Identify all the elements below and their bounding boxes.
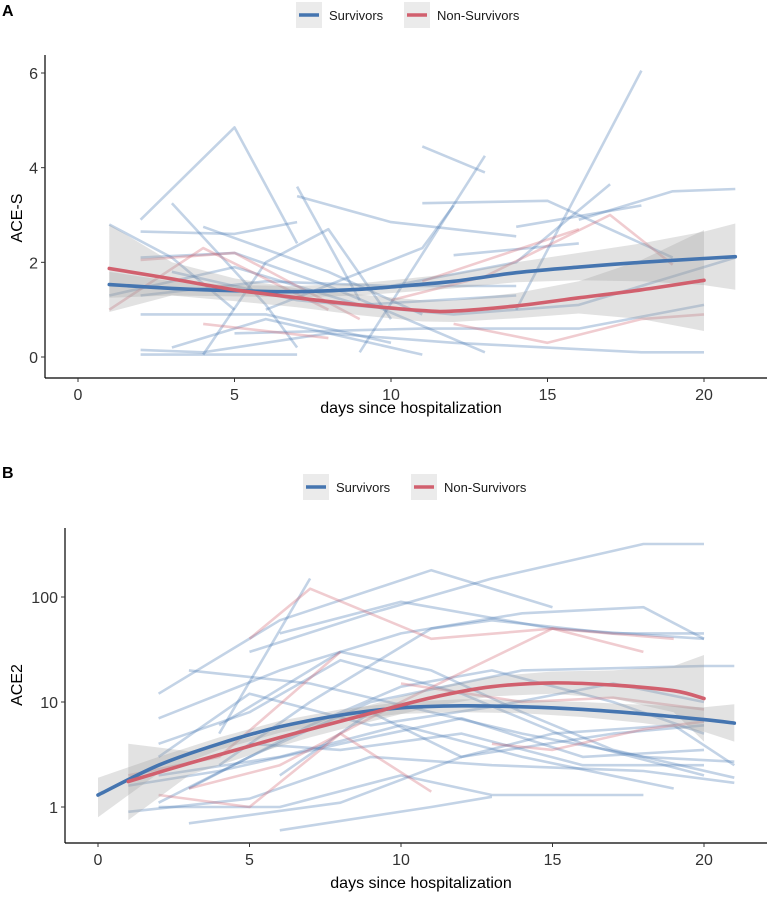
patient-line-survivor [158,605,705,720]
legend-label: Non-Survivors [437,8,520,23]
patient-line-survivor [158,723,674,790]
x-axis-title: days since hospitalization [330,875,511,892]
patient-line-survivor [108,223,236,311]
patient-line-non-survivor [453,313,705,345]
y-tick-label: 0 [29,350,38,367]
legend-label: Survivors [336,480,391,495]
patient-line-non-survivor [421,227,580,283]
x-tick-label: 5 [230,387,239,404]
chart-panel-b: B Survivors Non-Survivors 0 5 10 15 20 1 10 100 day… [2,465,767,892]
patient-line-survivor [202,227,393,356]
x-tick-label: 20 [695,387,713,404]
patient-line-survivor [421,145,486,174]
patient-line-non-survivor [390,213,674,302]
y-tick-label: 2 [29,255,38,272]
patient-line-survivor [202,225,423,316]
patient-line-survivor [422,199,674,259]
patient-line-survivor [515,204,642,229]
patient-line-non-survivor [188,627,644,790]
patient-line-survivor [140,251,486,354]
patient-line-non-survivor [128,650,342,777]
patient-line-survivor [358,155,486,353]
legend: Survivors Non-Survivors [296,2,520,28]
x-tick-label: 10 [382,387,400,404]
patient-line-survivor [171,317,423,356]
patient-line-non-survivor [108,246,329,311]
legend-label: Non-Survivors [444,480,527,495]
patient-line-non-survivor [140,251,361,321]
patient-line-survivor [140,331,704,354]
plot-area [96,542,737,832]
patient-line-survivor [279,795,493,832]
patient-line-survivor [157,568,553,695]
patient-line-survivor [218,577,312,735]
legend-label: Survivors [329,8,384,23]
patient-line-survivor [128,716,705,787]
y-tick-label: 4 [29,161,38,178]
patient-line-non-survivor [158,732,433,809]
plot-area [107,69,738,356]
confidence-band-survivors [109,223,736,298]
y-axis-title: ACE2 [9,664,26,706]
patient-line-survivor [234,303,705,335]
y-tick-label: 6 [29,66,38,83]
legend: Survivors Non-Survivors [303,474,527,500]
y-axis-title: ACE-S [9,194,26,243]
y-tick-label: 1 [49,800,58,817]
patient-line-survivor [109,265,517,307]
patient-line-survivor [170,202,299,349]
patient-line-survivor [453,242,579,257]
x-tick-label: 15 [544,852,562,869]
x-tick-label: 15 [539,387,557,404]
patient-line-non-survivor [203,322,329,340]
patient-line-survivor [295,185,361,301]
legend-item-survivors: Survivors [303,474,391,500]
patient-line-survivor [158,774,644,809]
x-tick-label: 20 [695,852,713,869]
legend-item-non-survivors: Non-Survivors [404,2,520,28]
patient-line-survivor [158,658,705,777]
x-tick-label: 5 [245,852,254,869]
patient-line-survivor [296,194,517,238]
patient-line-survivor [578,187,736,221]
panel-label: B [2,465,14,482]
patient-line-survivor [279,600,705,641]
patient-line-survivor [249,732,704,767]
patient-line-survivor [140,220,298,236]
legend-item-survivors: Survivors [296,2,384,28]
patient-line-survivor [390,183,611,288]
x-tick-label: 10 [392,852,410,869]
patient-line-survivor [218,618,704,767]
smooth-line-non-survivors [126,681,706,784]
patient-line-non-survivor [248,587,674,641]
panel-label: A [2,3,14,20]
patient-line-survivor [140,313,392,345]
y-tick-label: 100 [31,590,58,607]
x-tick-label: 0 [74,387,83,404]
patient-line-survivor [188,724,705,825]
patient-line-survivor [188,669,735,763]
x-tick-label: 0 [94,852,103,869]
y-tick-label: 10 [40,695,58,712]
smooth-line-survivors [96,703,737,797]
confidence-band-non-survivors [109,224,705,331]
confidence-band-non-survivors [128,655,705,821]
patient-line-survivor [265,204,455,311]
patient-line-survivor [249,542,704,654]
patient-line-non-survivor [491,720,705,752]
confidence-band-survivors [98,699,735,818]
patient-line-survivor [139,126,299,245]
patient-line-survivor [158,664,735,804]
chart-panel-a: A Survivors Non-Survivors 0 5 10 15 20 0 2 4 6 days … [2,2,767,417]
patient-line-survivor [279,710,736,777]
patient-line-survivor [128,755,735,814]
x-axis-title: days since hospitalization [320,400,501,417]
patient-line-survivor [218,650,735,779]
legend-item-non-survivors: Non-Survivors [411,474,527,500]
smooth-line-non-survivors [107,266,706,314]
